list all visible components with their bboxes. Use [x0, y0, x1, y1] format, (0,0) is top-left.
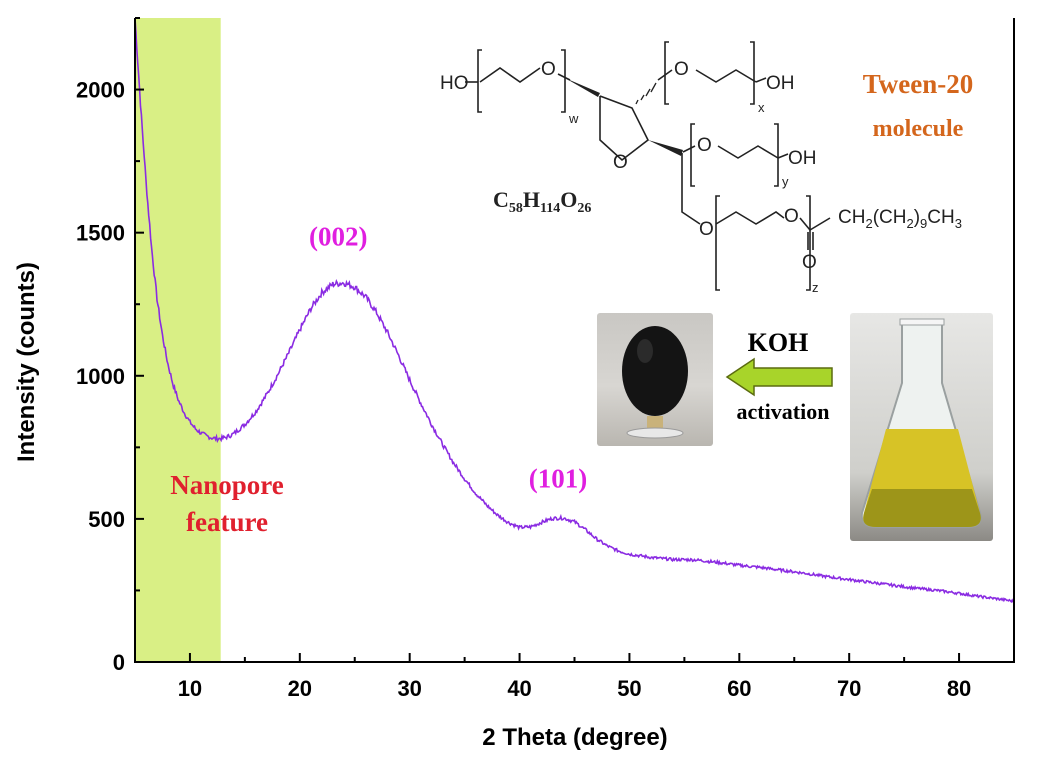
tween20-flask-photo: [850, 313, 993, 541]
xrd-series-line: [134, 18, 1015, 604]
carbon-product-photo: [597, 313, 713, 446]
x-axis-title: 2 Theta (degree): [482, 724, 667, 751]
x-tick-label: 40: [507, 676, 531, 701]
o-x-label: O: [674, 59, 689, 80]
sub-y-label: y: [782, 174, 789, 189]
nanopore-highlight-band: [135, 18, 221, 662]
tween20-structure: [465, 41, 831, 291]
y-axis-title: Intensity (counts): [13, 262, 40, 462]
nanopore-label-line1: Nanopore: [170, 470, 284, 500]
o-w-label: O: [541, 59, 556, 80]
y-tick-label: 0: [113, 650, 125, 675]
o-y-label: O: [697, 135, 712, 156]
y-tick-label: 1500: [76, 221, 125, 246]
activation-label: activation: [737, 399, 830, 424]
o-z2-label: O: [784, 206, 799, 227]
structure-labels: HO O w O OH x O O OH y O O O CH2(CH2)9CH…: [440, 59, 962, 295]
oh-x-label: OH: [766, 73, 795, 94]
peak-annotations: (002) (101): [309, 222, 587, 494]
oh-y-label: OH: [788, 148, 817, 169]
tween-label-line1: Tween-20: [863, 69, 973, 99]
chain-label: CH2(CH2)9CH3: [838, 207, 962, 231]
y-ticks: 0 500 1000 1500 2000: [76, 17, 144, 675]
ho-left-label: HO: [440, 73, 469, 94]
x-tick-label: 30: [397, 676, 421, 701]
peak-annotation-label: (002): [309, 222, 367, 252]
koh-label: KOH: [748, 328, 809, 357]
sub-w-label: w: [568, 111, 579, 126]
x-tick-label: 10: [178, 676, 202, 701]
y-tick-label: 1000: [76, 364, 125, 389]
y-tick-label: 2000: [76, 78, 125, 103]
molecular-formula: C58H114O26: [493, 187, 591, 216]
x-tick-label: 70: [837, 676, 861, 701]
activation-arrow-icon: [725, 357, 833, 397]
o-z1-label: O: [699, 219, 714, 240]
ring-o-label: O: [613, 152, 628, 173]
sub-z-label: z: [812, 280, 819, 295]
x-tick-label: 50: [617, 676, 641, 701]
peak-annotation-label: (101): [529, 463, 587, 493]
tween-label-line2: molecule: [873, 116, 964, 142]
y-tick-label: 500: [88, 507, 125, 532]
nanopore-label-line2: feature: [186, 507, 268, 537]
x-tick-label: 20: [288, 676, 312, 701]
carbonyl-o-label: O: [802, 252, 817, 273]
x-tick-label: 80: [947, 676, 971, 701]
x-ticks: 10 20 30 40 50 60 70 80: [134, 653, 1015, 701]
x-tick-label: 60: [727, 676, 751, 701]
sub-x-label: x: [758, 100, 765, 115]
